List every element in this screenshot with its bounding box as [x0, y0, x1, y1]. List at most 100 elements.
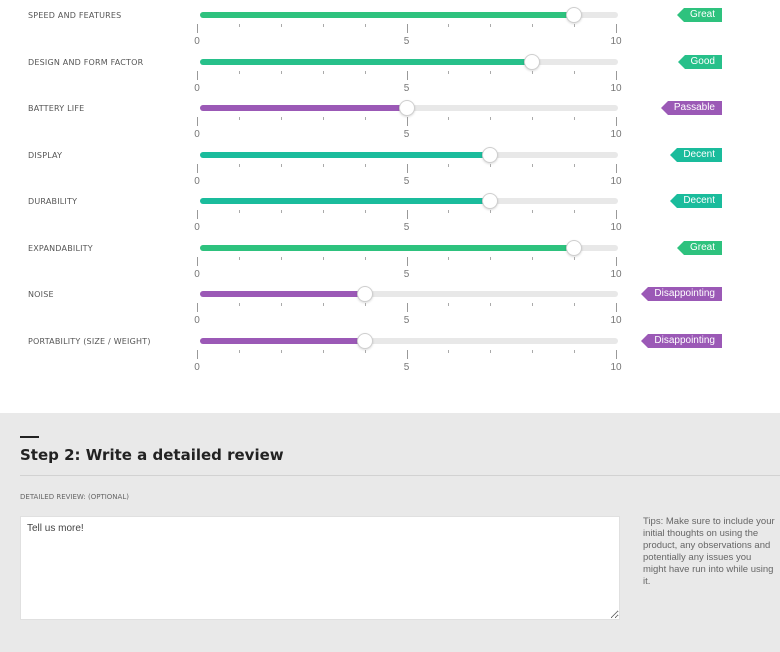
scale-number: 10	[610, 222, 622, 233]
slider-handle[interactable]	[482, 146, 499, 163]
slider-track[interactable]	[200, 198, 618, 204]
scale-tick	[280, 256, 282, 260]
rating-label: SPEED AND FEATURES	[28, 11, 122, 20]
scale-tick	[490, 303, 492, 306]
scale-tick	[532, 70, 534, 74]
scale-number: 0	[194, 129, 200, 140]
scale-tick	[490, 70, 492, 74]
scale-tick	[238, 70, 240, 74]
scale-tick	[532, 210, 534, 213]
scale-number: 10	[610, 268, 622, 280]
divider	[20, 475, 780, 476]
rating-label: DURABILITY	[28, 197, 78, 206]
scale-tick	[616, 303, 617, 312]
scale-tick	[364, 24, 366, 27]
tips-text: Tips: Make sure to include your initial …	[643, 516, 775, 587]
scale-tick	[197, 303, 198, 312]
scale-number: 0	[194, 315, 200, 326]
slider-track[interactable]	[200, 291, 618, 297]
scale-number: 0	[194, 36, 200, 47]
step-title: Step 2: Write a detailed review	[20, 446, 284, 464]
slider-handle[interactable]	[566, 239, 583, 256]
scale-tick	[364, 303, 366, 306]
slider-fill	[200, 291, 365, 297]
scale-tick	[197, 349, 198, 359]
scale-tick	[448, 210, 450, 213]
scale-tick	[448, 256, 450, 260]
scale-tick	[364, 70, 366, 74]
scale-tick	[406, 117, 408, 126]
scale-number: 5	[403, 222, 410, 233]
slider-handle[interactable]	[356, 286, 373, 302]
scale-number: 0	[194, 82, 200, 94]
scale-number: 0	[194, 222, 200, 233]
review-textarea[interactable]	[20, 516, 620, 620]
scale-tick	[322, 349, 324, 353]
scale-tick	[574, 210, 576, 213]
scale-number: 10	[610, 82, 622, 94]
scale-tick	[406, 163, 408, 173]
scale-tick	[490, 163, 492, 167]
scale-tick	[322, 70, 324, 74]
scale-tick	[490, 24, 492, 27]
rating-label: DISPLAY	[28, 150, 63, 160]
slider-handle[interactable]	[482, 193, 499, 209]
scale-tick	[364, 349, 366, 353]
scale-number: 5	[403, 129, 410, 140]
scale-tick	[406, 70, 408, 80]
slider-track[interactable]	[200, 337, 618, 344]
scale-tick	[406, 24, 408, 33]
step-dash	[20, 436, 39, 438]
scale-tick	[490, 256, 492, 260]
slider-track[interactable]	[200, 244, 618, 251]
slider-fill	[200, 58, 533, 65]
scale-tick	[406, 349, 408, 359]
scale-tick	[448, 349, 450, 353]
slider-track[interactable]	[200, 12, 618, 18]
scale-tick	[574, 117, 576, 120]
scale-tick	[322, 24, 324, 27]
scale-tick	[238, 349, 240, 353]
slider-handle[interactable]	[356, 332, 373, 349]
scale-tick	[574, 256, 576, 260]
scale-tick	[574, 303, 576, 306]
scale-tick	[364, 163, 366, 167]
slider-track[interactable]	[200, 58, 618, 65]
scale-tick	[280, 349, 282, 353]
slider-track[interactable]	[200, 151, 618, 158]
slider-fill	[200, 198, 491, 204]
scale-tick	[406, 256, 408, 266]
scale-tick	[364, 210, 366, 213]
scale-tick	[322, 303, 324, 306]
rating-label: BATTERY LIFE	[28, 104, 85, 113]
scale-tick	[238, 256, 240, 260]
scale-tick	[490, 117, 492, 120]
scale-number: 0	[194, 361, 200, 373]
scale-tick	[490, 349, 492, 353]
scale-tick	[532, 24, 534, 27]
scale-tick	[616, 349, 617, 359]
slider-handle[interactable]	[524, 53, 541, 70]
slider-handle[interactable]	[566, 7, 583, 23]
scale-tick	[280, 163, 282, 167]
scale-tick	[238, 303, 240, 306]
scale-number: 0	[194, 175, 200, 187]
scale-tick	[616, 163, 617, 173]
scale-tick	[280, 117, 282, 120]
scale-number: 10	[610, 361, 622, 373]
scale-number: 10	[610, 315, 622, 326]
review-label: DETAILED REVIEW: (OPTIONAL)	[20, 493, 129, 501]
scale-tick	[197, 256, 198, 266]
verdict-badge: Decent	[670, 147, 722, 162]
scale-number: 0	[194, 268, 200, 280]
rating-row: NOISE 0 5 10 Disappointing	[0, 279, 780, 326]
scale-number: 10	[610, 129, 622, 140]
verdict-badge: Disappointing	[641, 287, 722, 301]
scale-tick	[448, 117, 450, 120]
verdict-badge: Disappointing	[641, 333, 722, 348]
slider-handle[interactable]	[398, 100, 415, 116]
scale-tick	[574, 70, 576, 74]
scale-tick	[364, 256, 366, 260]
scale-tick	[574, 24, 576, 27]
rating-row: DESIGN AND FORM FACTOR 0 5 10 Good	[0, 47, 780, 94]
